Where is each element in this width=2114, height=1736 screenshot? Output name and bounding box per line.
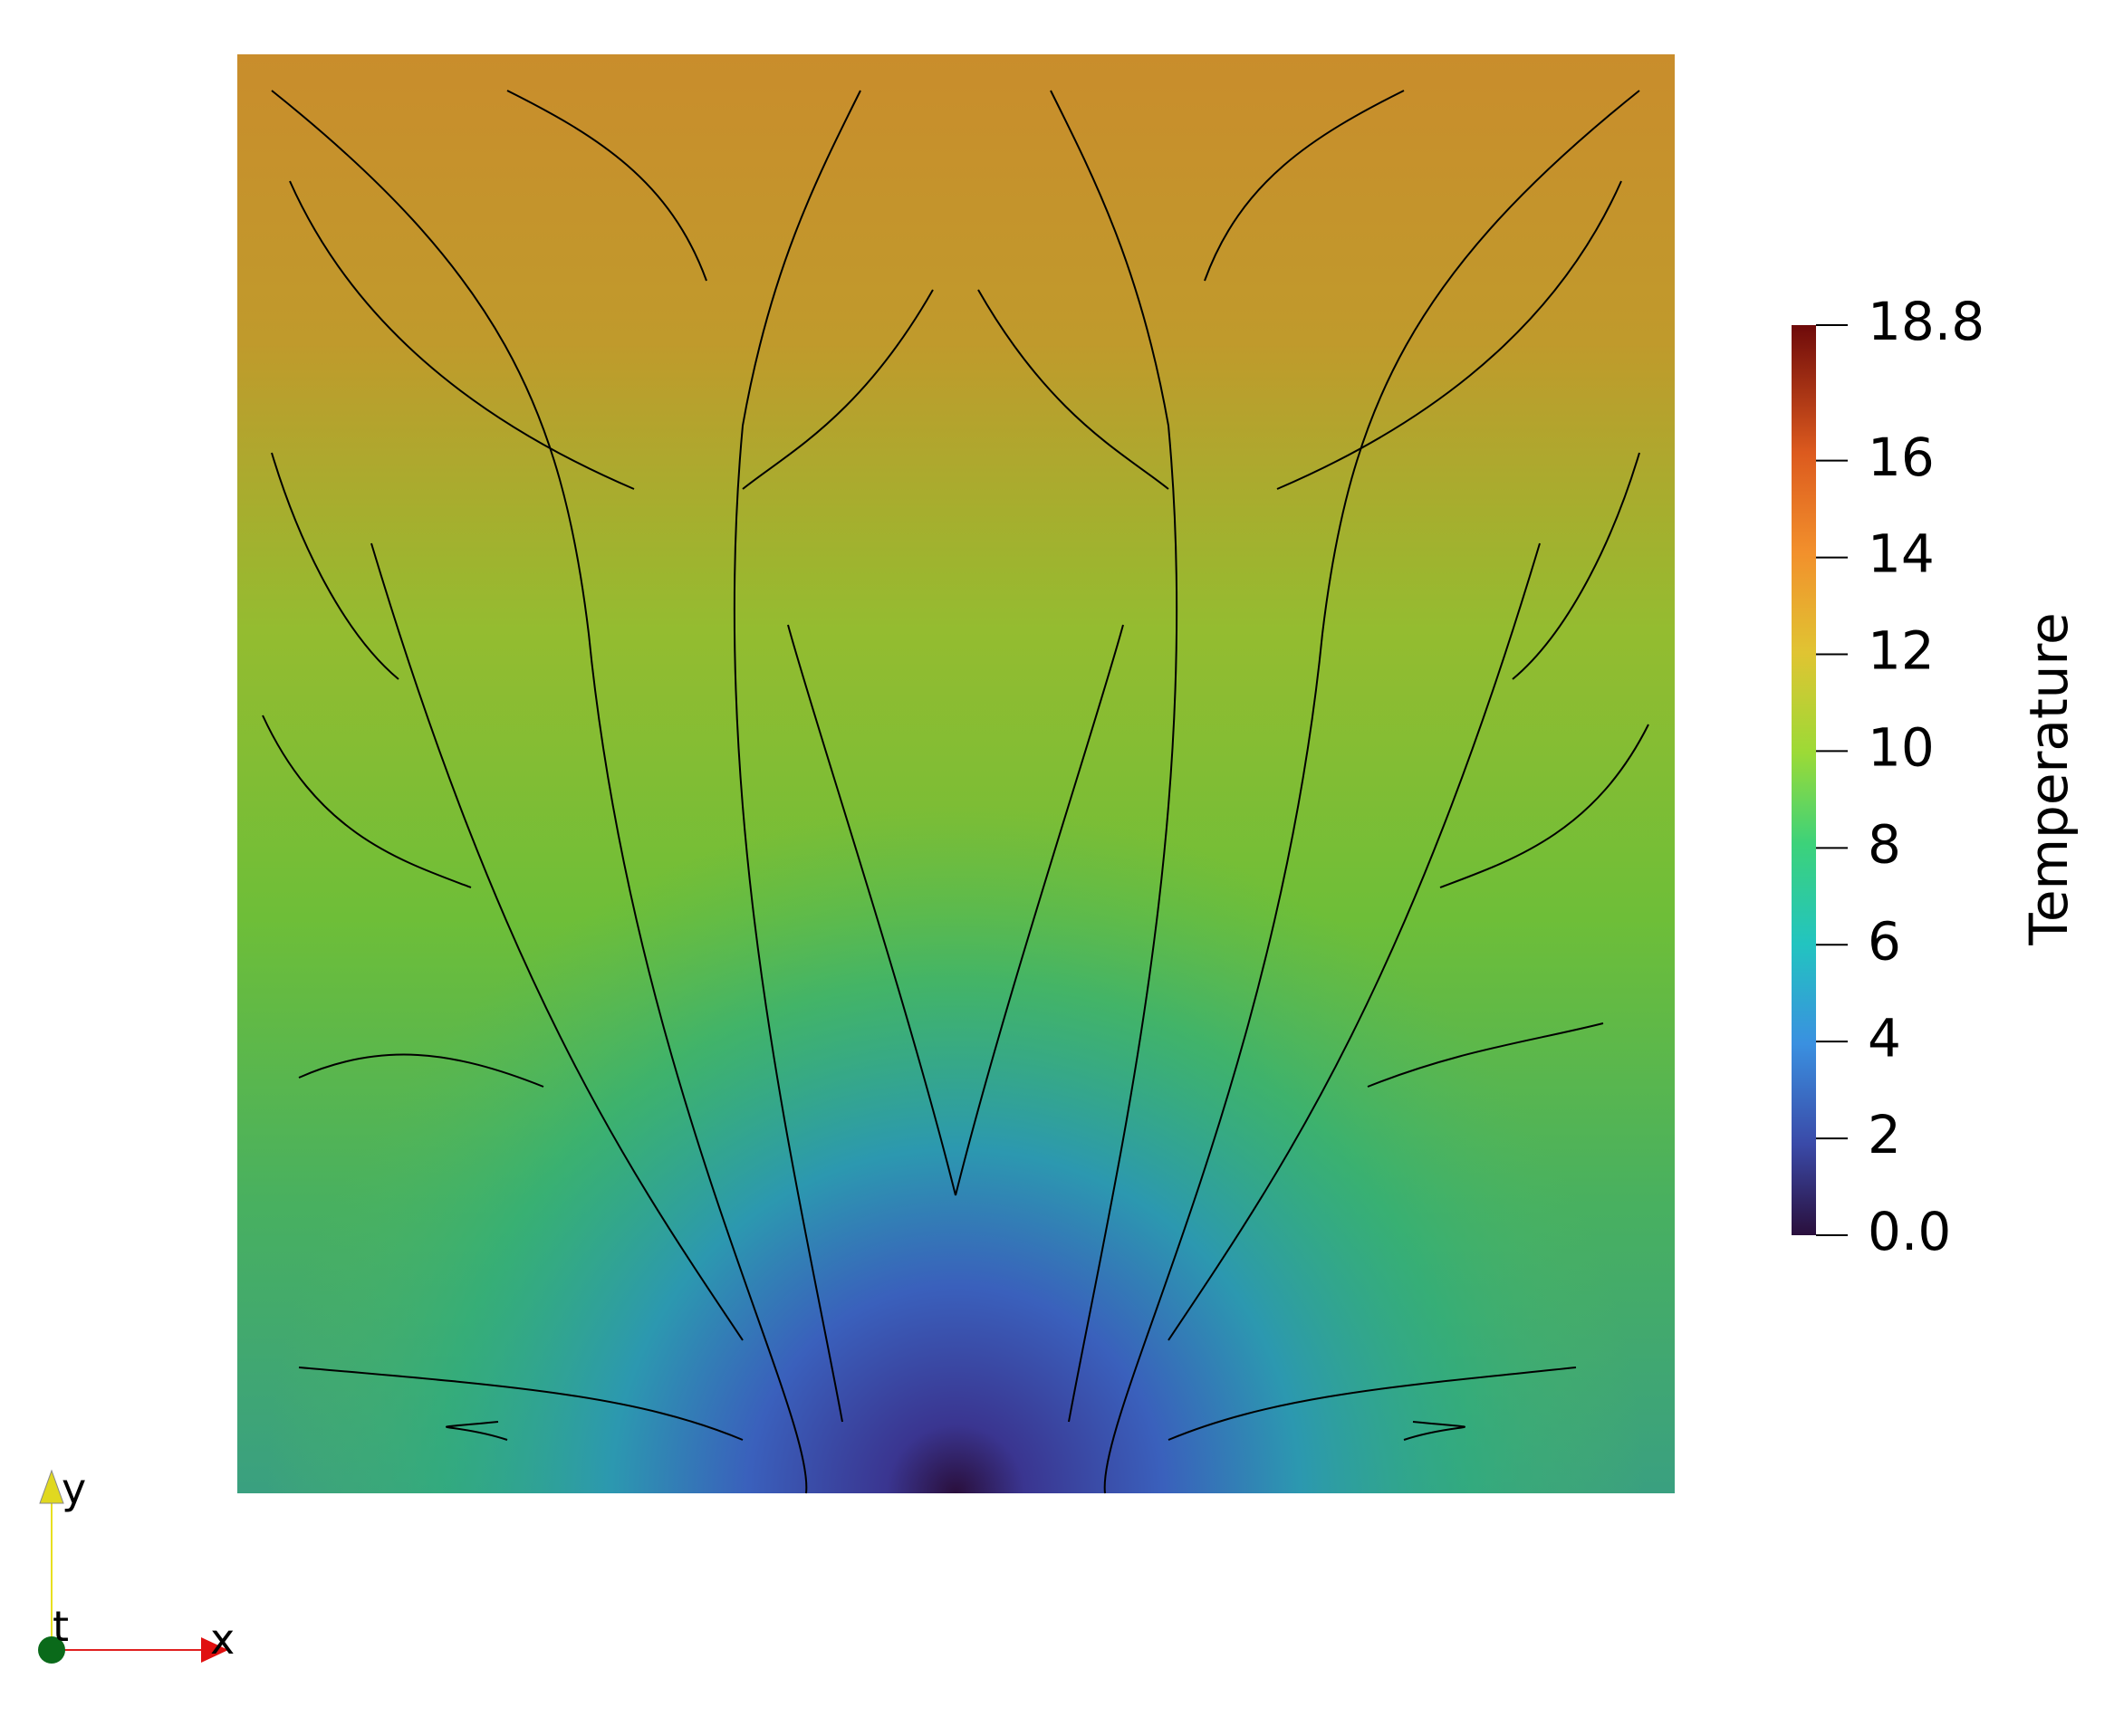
- tick-label: 16: [1868, 427, 1935, 488]
- color-bar-ticks: 18.8 16 14 12 10 8 6 4 2 0.0: [1816, 291, 1984, 1262]
- axis-label-y: y: [62, 1464, 86, 1513]
- tick-label: 0.0: [1868, 1201, 1951, 1262]
- axis-label-x: x: [210, 1615, 235, 1664]
- tick-label: 10: [1868, 717, 1935, 779]
- axis-label-t: t: [53, 1602, 69, 1651]
- axes-triad: y x t: [38, 1464, 235, 1664]
- tick-label: 4: [1868, 1007, 1901, 1069]
- color-bar-title: Temperature: [2018, 612, 2080, 945]
- tick-label: 18.8: [1868, 291, 1984, 352]
- tick-label: 14: [1868, 523, 1935, 585]
- field: [237, 54, 1675, 1493]
- tick-label: 2: [1868, 1104, 1901, 1165]
- cracks: [262, 90, 1649, 1494]
- tick-label: 12: [1868, 620, 1935, 682]
- tick-label: 8: [1868, 813, 1901, 875]
- tick-label: 6: [1868, 910, 1901, 972]
- color-bar: [1792, 325, 1816, 1235]
